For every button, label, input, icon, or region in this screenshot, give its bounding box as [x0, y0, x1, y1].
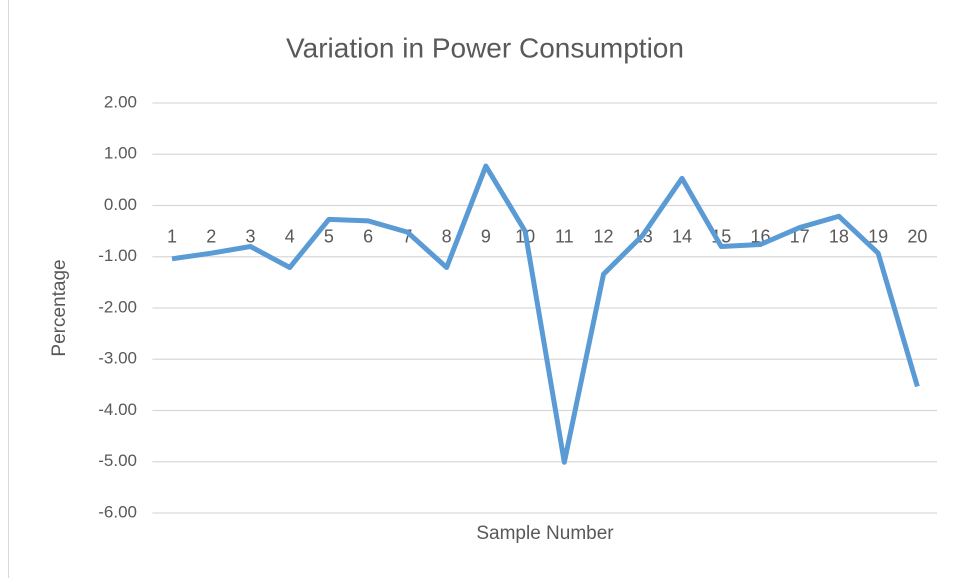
chart-title: Variation in Power Consumption	[286, 32, 684, 63]
y-tick-label: -3.00	[98, 349, 137, 368]
y-tick-label: 0.00	[104, 195, 137, 214]
y-axis-title: Percentage	[49, 259, 70, 356]
x-axis-title: Sample Number	[476, 523, 614, 544]
x-tick-label: 12	[594, 226, 614, 246]
x-tick-label: 7	[402, 226, 412, 246]
x-tick-label: 11	[555, 226, 574, 246]
data-line	[171, 163, 920, 465]
x-tick-label: 5	[324, 226, 334, 246]
x-tick-label: 4	[285, 226, 295, 246]
y-tick-label: -1.00	[98, 246, 137, 265]
x-tick-label: 3	[245, 226, 255, 246]
y-tick-label: 2.00	[104, 92, 137, 111]
y-tick-label: -4.00	[98, 400, 137, 419]
y-tick-label: 1.00	[104, 144, 137, 163]
y-tick-label: -6.00	[98, 502, 137, 521]
x-tick-label: 19	[868, 226, 888, 246]
x-tick-label: 9	[481, 226, 491, 246]
x-tick-label: 20	[907, 226, 927, 246]
y-tick-label: -2.00	[98, 297, 137, 316]
x-tick-label: 14	[672, 226, 692, 246]
x-tick-label: 6	[363, 226, 373, 246]
x-tick-label: 18	[829, 226, 849, 246]
x-tick-label: 2	[206, 226, 216, 246]
y-tick-label: -5.00	[98, 451, 137, 470]
x-tick-label: 1	[167, 226, 177, 246]
x-tick-label: 8	[442, 226, 452, 246]
